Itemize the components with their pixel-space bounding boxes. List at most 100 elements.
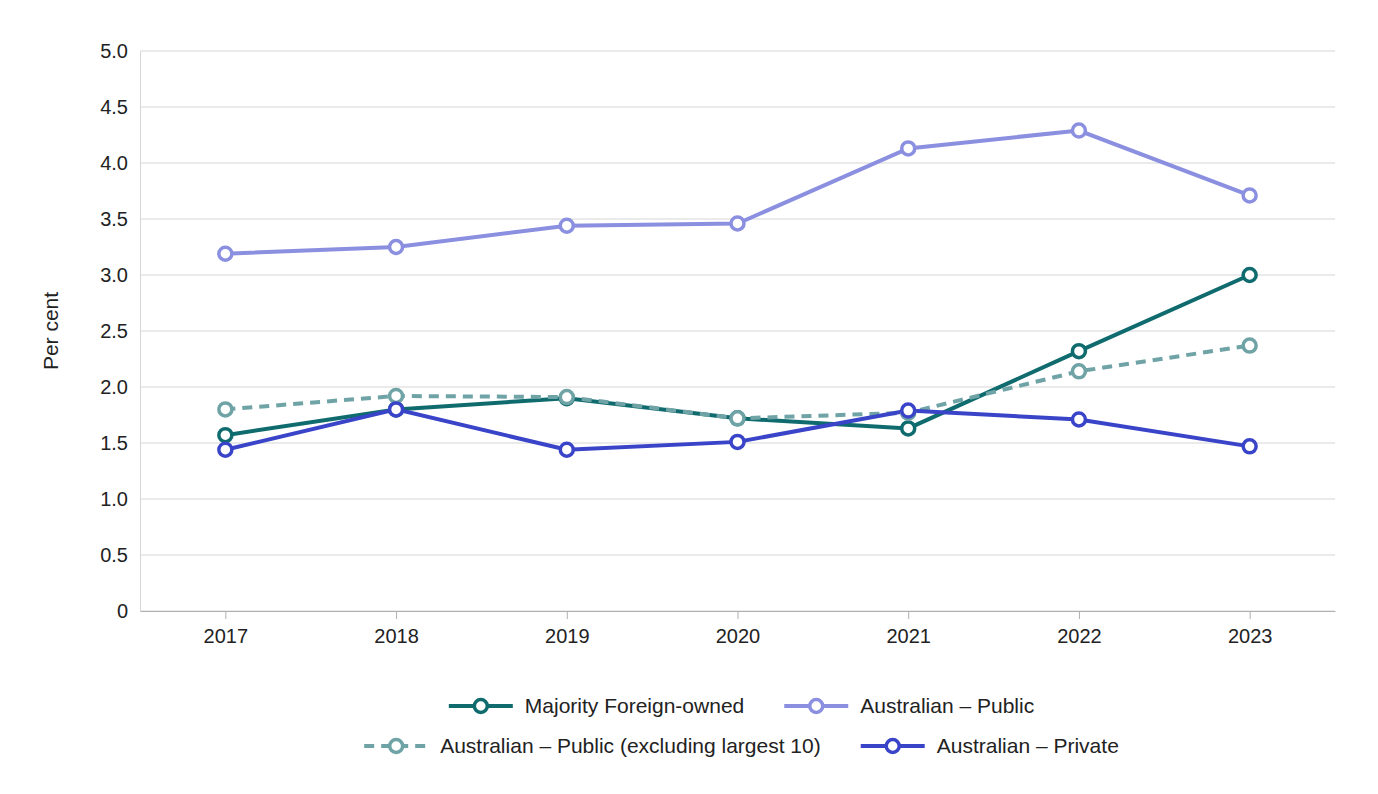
y-tick-label: 1.0	[100, 488, 128, 510]
point	[1072, 413, 1085, 426]
point	[1072, 365, 1085, 378]
x-tick: 2017	[204, 611, 249, 647]
y-tick-label: 2.5	[100, 320, 128, 342]
point	[390, 241, 403, 254]
legend-label: Australian – Public	[860, 694, 1034, 717]
point	[731, 412, 744, 425]
point	[560, 391, 573, 404]
series-line	[225, 409, 1249, 449]
legend-item: Australian – Private	[861, 734, 1119, 757]
x-tick-mark	[1250, 611, 1251, 619]
point	[902, 142, 915, 155]
legend-item: Australian – Public	[784, 694, 1034, 717]
y-tick: 0.5	[100, 544, 140, 566]
y-tick-label: 3.0	[100, 264, 128, 286]
x-tick-label: 2019	[545, 625, 590, 647]
x-tick-mark	[738, 611, 739, 619]
legend-marker	[390, 740, 403, 753]
y-tick: 3.0	[100, 264, 140, 286]
point	[219, 443, 232, 456]
legend-label: Australian – Public (excluding largest 1…	[440, 734, 821, 757]
grid-line	[140, 331, 1335, 332]
x-tick-mark	[396, 611, 397, 619]
point	[390, 389, 403, 402]
legend-label: Majority Foreign-owned	[525, 694, 744, 717]
y-tick: 1.0	[100, 488, 140, 510]
point	[1243, 339, 1256, 352]
legend: Majority Foreign-owned Australian – Publi…	[364, 694, 1119, 757]
x-tick-mark	[225, 611, 226, 619]
series-line	[225, 131, 1249, 254]
point	[390, 403, 403, 416]
point	[1072, 124, 1085, 137]
x-tick: 2018	[374, 611, 419, 647]
y-tick-label: 2.0	[100, 376, 128, 398]
x-tick-label: 2023	[1228, 625, 1273, 647]
grid-line	[140, 555, 1335, 556]
x-tick: 2023	[1228, 611, 1273, 647]
y-tick: 2.5	[100, 320, 140, 342]
point	[560, 219, 573, 232]
y-tick-label: 4.0	[100, 152, 128, 174]
grid-line	[140, 107, 1335, 108]
legend-marker	[474, 700, 487, 713]
legend-marker	[886, 740, 899, 753]
x-tick: 2019	[545, 611, 590, 647]
y-axis-title: Per cent	[39, 292, 62, 370]
grid-line	[140, 387, 1335, 388]
x-axis: 2017 2018 2019 2020 2021 2022 2023	[141, 611, 1336, 647]
x-tick-mark	[908, 611, 909, 619]
x-tick: 2020	[716, 611, 761, 647]
point	[731, 412, 744, 425]
grid-line	[140, 163, 1335, 164]
point	[560, 443, 573, 456]
x-tick-label: 2018	[374, 625, 419, 647]
grid	[140, 51, 1335, 611]
point	[731, 217, 744, 230]
grid-line	[140, 499, 1335, 500]
grid-line	[140, 51, 1335, 52]
x-tick: 2022	[1057, 611, 1102, 647]
y-tick: 0	[117, 600, 140, 622]
y-tick: 1.5	[100, 432, 140, 454]
y-tick-label: 0	[117, 600, 128, 622]
y-tick: 5.0	[100, 40, 140, 62]
y-tick-label: 0.5	[100, 544, 128, 566]
point	[731, 435, 744, 448]
y-tick: 2.0	[100, 376, 140, 398]
plot-area	[219, 124, 1256, 456]
y-axis: 0 0.5 1.0 1.5 2.0 2.5 3.0 3.5 4.0 4.5 5.0	[100, 40, 140, 622]
y-tick-label: 4.5	[100, 96, 128, 118]
point	[1243, 440, 1256, 453]
point	[1243, 269, 1256, 282]
y-axis-line	[140, 52, 141, 612]
point	[902, 422, 915, 435]
y-tick: 3.5	[100, 208, 140, 230]
legend-marker	[810, 700, 823, 713]
chart: 00.51.01.52.02.53.03.54.04.55.0201720182…	[0, 0, 1378, 794]
x-tick-label: 2020	[716, 625, 761, 647]
point	[219, 403, 232, 416]
legend-label: Australian – Private	[937, 734, 1119, 757]
y-tick: 4.0	[100, 152, 140, 174]
grid-line	[140, 275, 1335, 276]
y-tick-label: 5.0	[100, 40, 128, 62]
point	[219, 429, 232, 442]
series-line	[225, 346, 1249, 419]
x-tick: 2021	[886, 611, 931, 647]
y-tick: 4.5	[100, 96, 140, 118]
y-tick-label: 1.5	[100, 432, 128, 454]
point	[1072, 345, 1085, 358]
y-tick-label: 3.5	[100, 208, 128, 230]
point	[390, 403, 403, 416]
x-tick-mark	[1079, 611, 1080, 619]
point	[219, 247, 232, 260]
series-line	[225, 275, 1249, 435]
legend-item: Majority Foreign-owned	[449, 694, 744, 717]
x-tick-mark	[567, 611, 568, 619]
legend-item: Australian – Public (excluding largest 1…	[364, 734, 821, 757]
x-tick-label: 2017	[204, 625, 249, 647]
x-tick-label: 2022	[1057, 625, 1102, 647]
x-tick-label: 2021	[886, 625, 931, 647]
point	[902, 404, 915, 417]
